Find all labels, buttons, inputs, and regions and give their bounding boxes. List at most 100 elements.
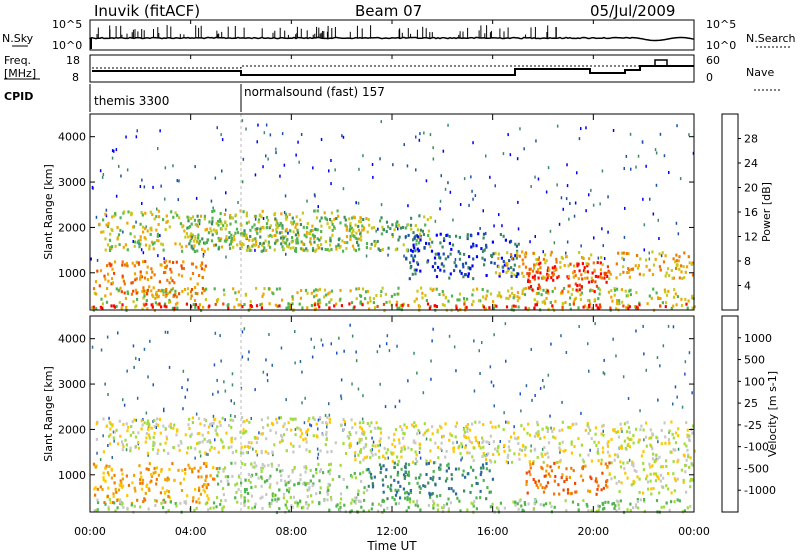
range-cell [660,442,663,446]
range-cell [678,276,681,280]
range-cell [407,470,410,474]
range-cell [274,498,277,502]
range-cell [439,232,442,236]
sparse-cell [303,421,306,425]
range-cell [343,241,346,244]
sparse-cell [342,187,345,191]
range-cell [379,219,382,223]
range-cell [340,423,343,427]
range-cell [198,501,201,505]
range-cell [463,300,466,304]
range-cell [318,502,321,506]
range-cell [281,224,284,228]
range-cell [125,474,128,478]
sparse-cell [310,424,313,428]
range-cell [431,492,434,495]
range-cell [190,288,194,291]
range-cell [157,209,160,213]
range-cell [674,260,677,264]
range-cell [514,436,517,440]
range-cell [328,225,331,229]
range-cell [326,486,329,490]
range-cell [649,428,652,432]
sparse-cell [177,198,179,202]
range-cell [432,475,435,479]
range-cell [205,464,208,468]
sparse-cell [590,188,592,192]
range-cell [390,294,393,298]
range-cell [302,438,305,442]
range-cell [664,274,667,278]
range-cell [613,507,616,510]
range-cell [93,509,96,513]
range-cell [490,254,493,257]
range-cell [215,467,218,471]
colorbar-tick-label: 28 [744,133,758,146]
range-cell [474,420,477,424]
sparse-cell [430,377,432,381]
sparse-cell [645,164,647,168]
range-cell [101,302,104,306]
range-cell [152,286,155,290]
range-cell [233,238,236,242]
range-cell [245,235,248,239]
range-cell [354,451,357,455]
range-cell [259,303,262,307]
nave-tick-bottom: 0 [706,71,713,84]
range-cell [379,437,382,441]
sparse-cell [163,409,165,413]
range-cell [194,447,197,451]
range-cell [209,474,212,478]
freq-label: Freq. [4,54,31,67]
range-cell [290,240,293,244]
range-cell [685,458,688,462]
range-cell [464,445,467,449]
range-cell [218,218,222,222]
range-cell [360,437,363,441]
sparse-cell [447,123,449,127]
range-cell [651,452,655,456]
range-cell [655,499,659,503]
range-cell [260,475,263,479]
range-cell [495,304,498,308]
sparse-cell [493,404,495,408]
range-cell [487,441,490,445]
sparse-cell [432,146,434,150]
range-cell [558,429,561,433]
range-cell [573,445,576,448]
range-cell [209,227,212,231]
sparse-cell [603,372,606,376]
range-cell [596,261,599,265]
range-cell [294,417,297,421]
range-cell [127,425,130,429]
range-cell [363,226,366,230]
sparse-cell [113,149,115,153]
range-cell [265,222,269,226]
sparse-cell [152,383,154,387]
range-cell [329,243,332,247]
sparse-cell [460,458,462,462]
range-cell [598,292,601,296]
range-cell [142,260,145,264]
range-cell [553,492,556,496]
range-cell [610,461,613,465]
range-cell [217,482,220,486]
range-cell [575,490,578,494]
range-cell [268,302,271,306]
range-cell [524,306,527,310]
range-cell [187,423,190,427]
range-cell [412,243,415,247]
range-cell [656,457,659,461]
range-cell [208,439,211,443]
range-cell [206,440,209,444]
range-cell [510,255,513,259]
range-cell [327,470,330,474]
range-cell [613,429,616,433]
range-cell [686,433,689,437]
sparse-cell [507,133,509,137]
range-cell [561,420,564,424]
range-cell [328,306,331,310]
sparse-cell [499,440,501,443]
range-cell [260,249,263,253]
range-cell [622,265,625,269]
